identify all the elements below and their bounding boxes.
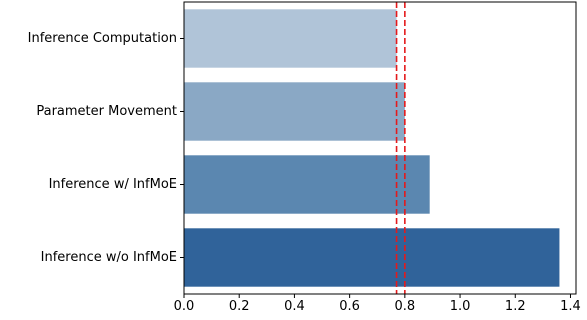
y-tick-label-1: Parameter Movement	[36, 104, 177, 119]
plot-area: Inference Computation Parameter Movement I…	[28, 1, 581, 314]
y-tick-label-0: Inference Computation	[28, 31, 177, 46]
x-tick-label-1: 0.2	[229, 299, 250, 314]
x-tick-label-5: 1.0	[450, 299, 471, 314]
axes-frame	[183, 1, 577, 295]
bar-0	[184, 9, 397, 68]
x-tick-label-6: 1.2	[505, 299, 526, 314]
x-tick-label-2: 0.4	[284, 299, 305, 314]
bar-1	[184, 82, 405, 141]
bar-2	[184, 155, 430, 214]
y-tick-label-3: Inference w/o InfMoE	[41, 250, 177, 265]
x-tick-label-0: 0.0	[174, 299, 195, 314]
x-tick-label-7: 1.4	[560, 299, 581, 314]
x-tick-label-3: 0.6	[339, 299, 360, 314]
y-tick-label-2: Inference w/ InfMoE	[49, 177, 177, 192]
bar-3	[184, 228, 560, 287]
x-tick-label-4: 0.8	[395, 299, 416, 314]
